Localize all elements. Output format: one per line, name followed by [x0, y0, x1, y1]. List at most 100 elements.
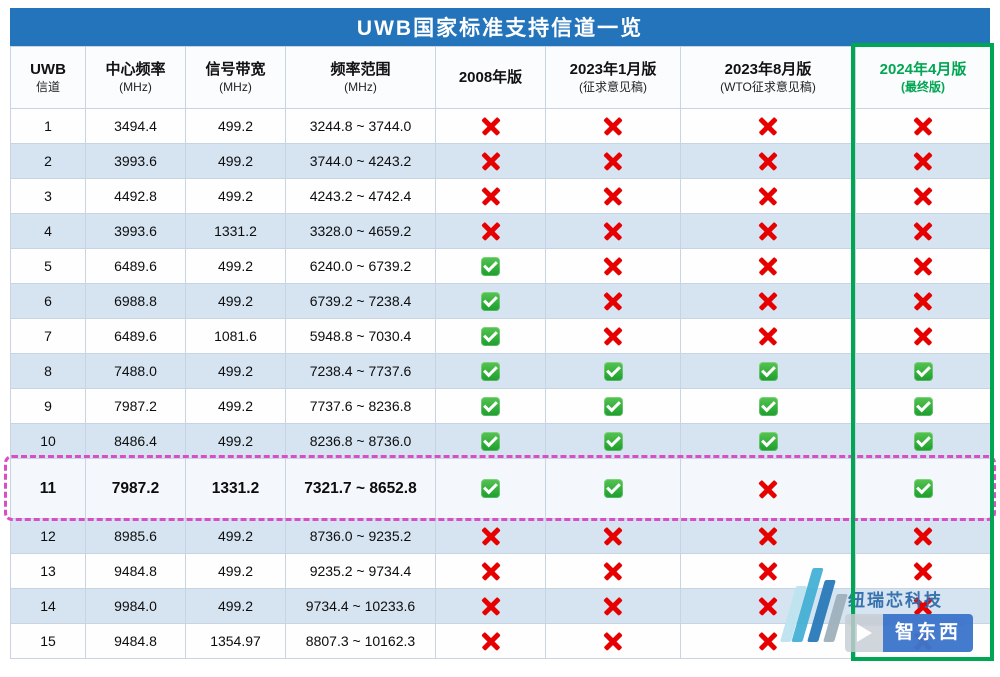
cross-icon [603, 116, 623, 136]
frequency-range-cell: 3244.8 ~ 3744.0 [285, 108, 436, 144]
cross-icon [913, 291, 933, 311]
channel-cell: 9 [10, 388, 86, 424]
support-cell-2023aug [680, 623, 856, 659]
channel-cell: 1 [10, 108, 86, 144]
support-cell-2023jan [545, 553, 681, 589]
channel-cell: 13 [10, 553, 86, 589]
cross-icon [913, 151, 933, 171]
table-row-channel-5: 5 6489.6 499.2 6240.0 ~ 6739.2 [10, 248, 991, 284]
cross-icon [758, 186, 778, 206]
column-header-label: UWB [30, 61, 66, 79]
channel-cell: 3 [10, 178, 86, 214]
column-header-sublabel: 信道 [35, 79, 60, 94]
cross-icon [913, 186, 933, 206]
bandwidth-cell: 499.2 [185, 143, 286, 179]
channel-cell: 8 [10, 353, 86, 389]
check-icon [481, 479, 500, 498]
table-row-channel-1: 1 3494.4 499.2 3244.8 ~ 3744.0 [10, 108, 991, 144]
check-icon [603, 396, 623, 416]
support-cell-2008 [435, 318, 546, 354]
center-frequency-cell: 7987.2 [85, 388, 186, 424]
cross-icon [603, 291, 623, 311]
table-row-channel-13: 13 9484.8 499.2 9235.2 ~ 9734.4 [10, 553, 991, 589]
support-cell-2023jan [545, 458, 681, 519]
channels-table: UWB 信道 中心频率 (MHz) 信号带宽 (MHz) 频率范围 (MHz) 2008年版 20… [10, 46, 991, 659]
bandwidth-cell: 1331.2 [185, 213, 286, 249]
frequency-range-cell: 6739.2 ~ 7238.4 [285, 283, 436, 319]
support-cell-2023jan [545, 143, 681, 179]
cross-icon [603, 151, 623, 171]
support-cell-2023aug [680, 458, 856, 519]
bandwidth-cell: 499.2 [185, 178, 286, 214]
cross-icon [481, 596, 501, 616]
cross-icon [603, 596, 623, 616]
support-cell-2008 [435, 423, 546, 459]
frequency-range-cell: 9235.2 ~ 9734.4 [285, 553, 436, 589]
center-frequency-cell: 8985.6 [85, 518, 186, 554]
column-header-label: 信号带宽 [205, 61, 266, 79]
support-cell-2023aug [680, 108, 856, 144]
bandwidth-cell: 1354.97 [185, 623, 286, 659]
center-frequency-cell: 7987.2 [85, 458, 186, 519]
cross-icon [603, 256, 623, 276]
table-row-channel-11: 11 7987.2 1331.2 7321.7 ~ 8652.8 [10, 458, 991, 519]
center-frequency-cell: 4492.8 [85, 178, 186, 214]
check-icon [758, 396, 778, 416]
column-header-2: 信号带宽 (MHz) [185, 46, 286, 109]
center-frequency-cell: 3993.6 [85, 143, 186, 179]
support-cell-2023jan [545, 588, 681, 624]
column-header-sublabel: (最终版) [901, 79, 945, 94]
cross-icon [758, 596, 778, 616]
support-cell-2008 [435, 283, 546, 319]
check-icon [758, 361, 778, 381]
frequency-range-cell: 8736.0 ~ 9235.2 [285, 518, 436, 554]
channel-cell: 4 [10, 213, 86, 249]
frequency-range-cell: 8807.3 ~ 10162.3 [285, 623, 436, 659]
support-cell-2008 [435, 388, 546, 424]
support-cell-2024apr [855, 588, 991, 624]
uwb-channel-table: UWB 信道 中心频率 (MHz) 信号带宽 (MHz) 频率范围 (MHz) 2008年版 20… [4, 43, 996, 661]
check-icon [758, 431, 778, 451]
support-cell-2023jan [545, 353, 681, 389]
bandwidth-cell: 499.2 [185, 248, 286, 284]
center-frequency-cell: 6489.6 [85, 318, 186, 354]
frequency-range-cell: 5948.8 ~ 7030.4 [285, 318, 436, 354]
support-cell-2024apr [855, 458, 991, 519]
channel-cell: 2 [10, 143, 86, 179]
check-icon [481, 291, 500, 311]
cross-icon [758, 291, 778, 311]
bandwidth-cell: 499.2 [185, 553, 286, 589]
check-icon [913, 431, 933, 451]
frequency-range-cell: 7737.6 ~ 8236.8 [285, 388, 436, 424]
support-cell-2023jan [545, 388, 681, 424]
cross-icon [758, 151, 778, 171]
column-header-sublabel: (征求意见稿) [579, 79, 647, 94]
support-cell-2023aug [680, 353, 856, 389]
support-cell-2024apr [855, 248, 991, 284]
cross-icon [913, 116, 933, 136]
table-row-channel-15: 15 9484.8 1354.97 8807.3 ~ 10162.3 [10, 623, 991, 659]
frequency-range-cell: 8236.8 ~ 8736.0 [285, 423, 436, 459]
center-frequency-cell: 9484.8 [85, 553, 186, 589]
cross-icon [481, 526, 501, 546]
table-row-channel-12: 12 8985.6 499.2 8736.0 ~ 9235.2 [10, 518, 991, 554]
support-cell-2023aug [680, 283, 856, 319]
frequency-range-cell: 7321.7 ~ 8652.8 [285, 458, 436, 519]
center-frequency-cell: 9484.8 [85, 623, 186, 659]
channel-cell: 14 [10, 588, 86, 624]
support-cell-2023aug [680, 178, 856, 214]
support-cell-2023aug [680, 553, 856, 589]
check-icon [913, 479, 933, 498]
column-header-6: 2023年8月版 (WTO征求意见稿) [680, 46, 856, 109]
column-header-sublabel: (MHz) [119, 79, 152, 94]
support-cell-2023jan [545, 623, 681, 659]
cross-icon [913, 561, 933, 581]
support-cell-2023aug [680, 213, 856, 249]
column-header-label: 中心频率 [105, 61, 166, 79]
table-header: UWB 信道 中心频率 (MHz) 信号带宽 (MHz) 频率范围 (MHz) 2008年版 20… [10, 46, 991, 109]
cross-icon [603, 326, 623, 346]
cross-icon [481, 151, 501, 171]
cross-icon [481, 116, 501, 136]
column-header-sublabel: (MHz) [344, 79, 377, 94]
